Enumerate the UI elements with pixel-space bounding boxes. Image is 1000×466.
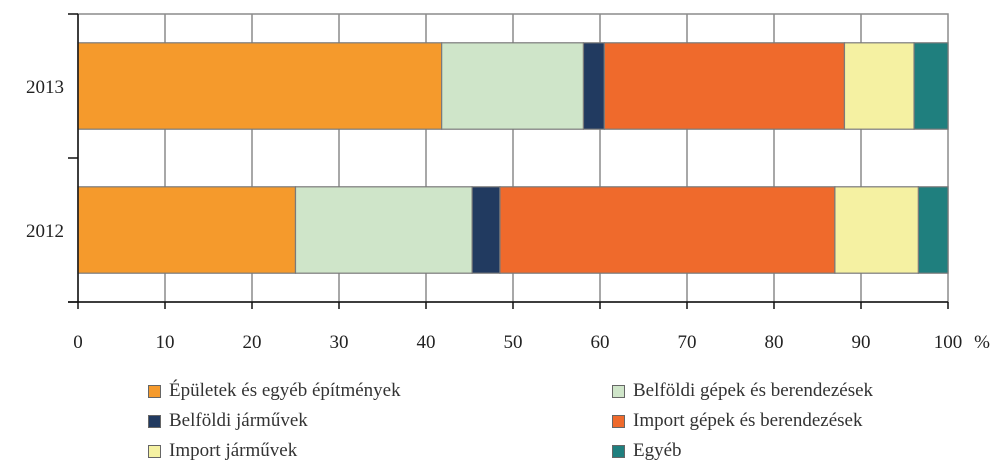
legend-item-5: Egyéb [612, 440, 682, 462]
bar-2012-series-1 [294, 186, 473, 274]
bar-2013-series-0 [77, 42, 443, 130]
legend-swatch-2 [148, 414, 161, 428]
axis-labels: 2013 2012 0 10 20 30 40 50 60 70 80 90 100% [26, 77, 990, 353]
bar-2013-series-3 [603, 42, 846, 130]
legend-label-1: Belföldi gépek és berendezések [633, 380, 874, 401]
legend-swatch-5 [612, 444, 625, 458]
legend-swatch-1 [612, 384, 625, 398]
x-tick-label-9: 90 [852, 332, 871, 353]
x-tick-label-4: 40 [417, 332, 436, 353]
bars-group [77, 42, 949, 274]
bar-2013-series-5 [913, 42, 949, 130]
x-tick-label-2: 20 [243, 332, 262, 353]
axes [68, 13, 949, 309]
legend-swatch-0 [148, 384, 161, 398]
legend-label-4: Import járművek [169, 440, 298, 461]
legend-swatch-4 [148, 444, 161, 458]
x-tick-label-1: 10 [156, 332, 175, 353]
legend-swatch-3 [612, 414, 625, 428]
x-tick-label-7: 70 [678, 332, 697, 353]
legend-label-0: Épületek és egyéb építmények [169, 380, 401, 401]
x-tick-label-5: 50 [504, 332, 523, 353]
legend-label-3: Import gépek és berendezések [633, 410, 863, 431]
legend-item-0: Épületek és egyéb építmények [148, 380, 401, 402]
legend-item-1: Belföldi gépek és berendezések [612, 380, 873, 402]
x-tick-label-8: 80 [765, 332, 784, 353]
x-tick-label-0: 0 [73, 332, 83, 353]
legend-item-2: Belföldi járművek [148, 410, 308, 432]
bar-2013-series-2 [582, 42, 605, 130]
legend-label-2: Belföldi járművek [169, 410, 308, 431]
category-label-2012: 2012 [26, 221, 64, 242]
bar-2013-series-4 [843, 42, 915, 130]
stacked-bar-chart: 2013 2012 0 10 20 30 40 50 60 70 80 90 100% [26, 13, 990, 353]
x-tick-label-3: 30 [330, 332, 349, 353]
legend-item-3: Import gépek és berendezések [612, 410, 862, 432]
legend: Épületek és egyéb építmények Belföldi gé… [0, 372, 1000, 466]
category-label-2013: 2013 [26, 77, 64, 98]
x-tick-label-6: 60 [591, 332, 610, 353]
legend-item-4: Import járművek [148, 440, 297, 462]
x-tick-label-10: 100 [934, 332, 963, 353]
legend-label-5: Egyéb [633, 440, 682, 461]
bar-2012-series-2 [471, 186, 501, 274]
bar-2013-series-1 [441, 42, 585, 130]
bar-2012-series-3 [499, 186, 836, 274]
bar-2012-series-5 [917, 186, 949, 274]
x-unit-label: % [974, 332, 990, 353]
bar-2012-series-0 [77, 186, 297, 274]
bar-2012-series-4 [834, 186, 920, 274]
